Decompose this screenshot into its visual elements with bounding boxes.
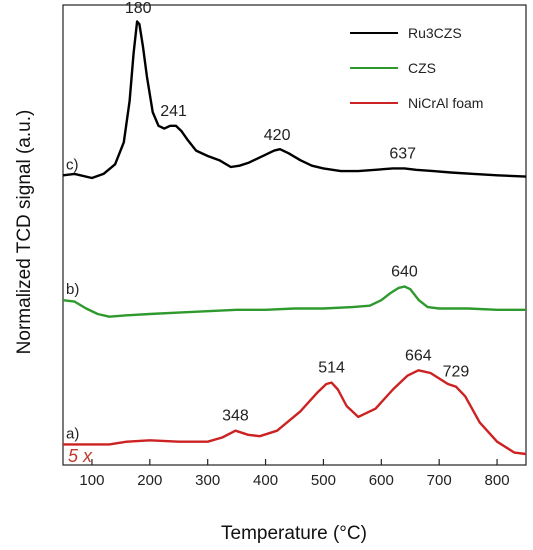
legend-label-nicral: NiCrAl foam (408, 95, 483, 111)
x-tick-label: 700 (427, 472, 452, 489)
peak-label: 180 (125, 0, 152, 17)
legend-label-czs: CZS (408, 60, 436, 76)
x-tick-label: 600 (369, 472, 394, 489)
series-line-czs (62, 285, 526, 318)
peak-label: 729 (443, 364, 470, 381)
x-axis-ticks: 100 200 300 400 500 600 700 800 (79, 459, 510, 489)
y-axis-title: Normalized TCD signal (a.u.) (14, 110, 35, 355)
x-tick-label: 400 (253, 472, 278, 489)
peak-label: 637 (389, 145, 416, 162)
x-tick-label: 100 (79, 472, 104, 489)
legend-label-ru3czs: Ru3CZS (408, 25, 462, 41)
peak-label: 348 (222, 408, 249, 425)
series-line-ru3czs (62, 20, 527, 180)
x-tick-label: 500 (311, 472, 336, 489)
curve-tag: c) (66, 156, 79, 173)
scale-annotation: 5 x (68, 446, 93, 466)
x-tick-label: 200 (137, 472, 162, 489)
curve-tags: c) b) a) (66, 156, 79, 442)
peak-label: 420 (264, 127, 291, 144)
x-tick-label: 300 (195, 472, 220, 489)
x-axis-title: Temperature (°C) (221, 523, 367, 544)
peak-label: 241 (160, 103, 187, 120)
plot-frame (62, 4, 527, 466)
peak-label: 514 (318, 360, 345, 377)
peak-label: 640 (391, 263, 418, 280)
series-layer (62, 20, 527, 456)
peak-labels: 180 241 420 637 640 348 514 664 729 (125, 0, 470, 425)
curve-tag: a) (66, 425, 79, 442)
peak-label: 664 (405, 347, 432, 364)
curve-tag: b) (66, 281, 79, 298)
legend: Ru3CZS CZS NiCrAl foam (350, 25, 483, 111)
x-tick-label: 800 (485, 472, 510, 489)
series-line-nicral-foam (63, 369, 527, 456)
